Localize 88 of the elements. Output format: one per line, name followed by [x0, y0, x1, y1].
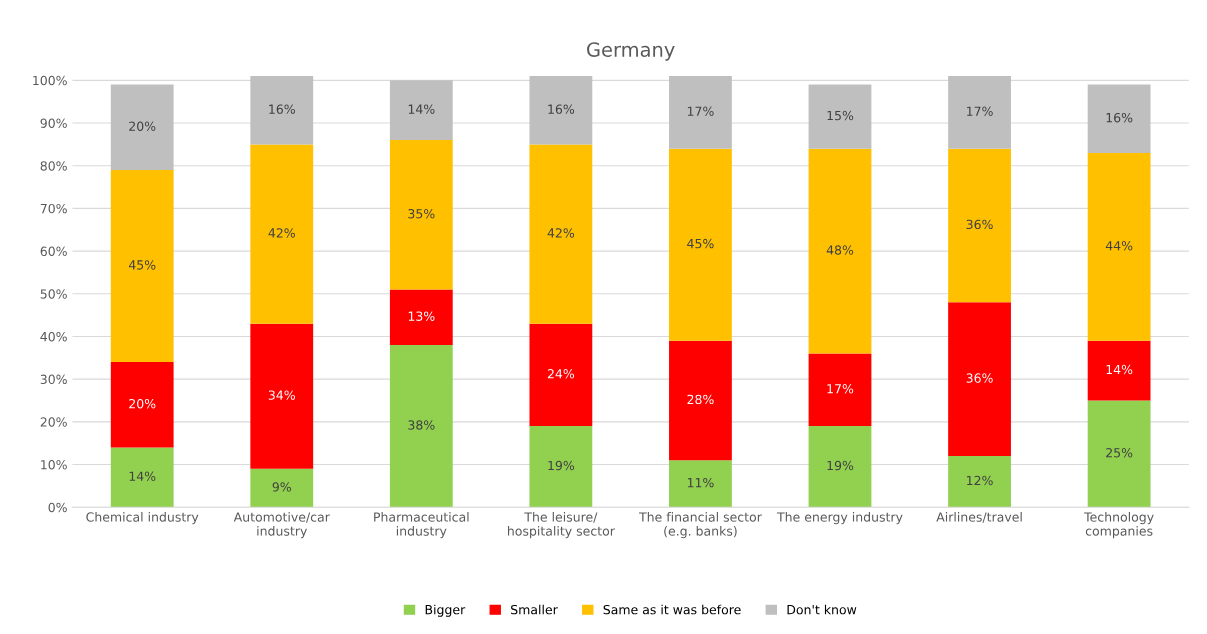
data-label: 25%: [1106, 448, 1133, 458]
y-tick-label: 30%: [40, 374, 67, 385]
y-tick-label: 100%: [33, 75, 67, 86]
x-tick-label: Pharmaceutical industry: [374, 512, 469, 539]
data-label: 9%: [272, 482, 291, 492]
bar: [1087, 152, 1151, 341]
y-tick-label: 50%: [40, 289, 67, 299]
bar: [110, 362, 174, 448]
bar: [669, 460, 732, 508]
data-label: 42%: [547, 228, 575, 238]
bar: [110, 84, 174, 170]
data-label: 16%: [269, 104, 295, 114]
data-label: 17%: [827, 383, 854, 394]
bar: [948, 455, 1011, 508]
bar: [948, 76, 1011, 149]
x-tick-label: The energy industry: [776, 512, 903, 525]
data-label: 19%: [548, 460, 575, 471]
data-label: 42%: [268, 228, 295, 238]
bar: [669, 76, 732, 149]
bar: [250, 323, 314, 469]
data-label: 45%: [687, 238, 714, 249]
y-tick-label: 90%: [40, 118, 67, 128]
x-tick-label: The financial sector (e.g. banks): [638, 512, 762, 539]
bar: [250, 144, 314, 324]
y-tick-label: 0%: [48, 502, 67, 513]
x-tick-label: Chemical industry: [86, 512, 199, 525]
bar: [110, 447, 174, 508]
bar: [110, 169, 174, 363]
bar: [250, 76, 314, 145]
bar: [529, 76, 593, 145]
data-label: 14%: [408, 104, 435, 114]
bar: [250, 468, 314, 508]
data-label: 15%: [827, 110, 854, 121]
y-tick-label: 10%: [41, 459, 67, 470]
bar: [808, 148, 872, 354]
bar: [529, 426, 593, 508]
data-label: 12%: [967, 475, 993, 486]
data-label: 45%: [128, 260, 156, 270]
bar: [808, 353, 872, 427]
data-label: 44%: [1105, 240, 1133, 251]
x-tick-label: Technology companies: [1084, 512, 1154, 539]
data-label: 48%: [826, 245, 854, 255]
y-tick-label: 20%: [40, 417, 67, 427]
bar: [529, 323, 593, 427]
data-label: 38%: [408, 420, 435, 430]
data-label: 28%: [687, 394, 714, 405]
legend-label: Same as it was before: [603, 604, 741, 615]
data-label: 16%: [1106, 112, 1133, 123]
bar: [669, 148, 732, 341]
y-tick-label: 70%: [40, 203, 67, 214]
bar: [389, 289, 453, 345]
y-tick-label: 40%: [40, 331, 67, 342]
y-tick-label: 60%: [40, 246, 67, 257]
bar: [389, 140, 453, 290]
x-tick-label: The leisure/ hospitality sector: [508, 512, 615, 539]
data-label: 17%: [967, 106, 993, 116]
data-label: 16%: [548, 104, 575, 114]
bar: [1087, 84, 1151, 153]
bar: [948, 148, 1011, 303]
legend-label: Don't know: [787, 604, 857, 615]
data-label: 20%: [129, 398, 156, 409]
bar: [529, 144, 593, 324]
data-label: 14%: [1106, 364, 1133, 375]
data-label: 34%: [268, 390, 295, 400]
bar: [808, 426, 872, 508]
x-tick-label: Automotive/car industry: [233, 512, 330, 539]
data-label: 13%: [408, 311, 435, 321]
legend-label: Smaller: [511, 604, 558, 615]
data-label: 36%: [966, 373, 993, 383]
data-label: 14%: [129, 471, 156, 481]
bar: [389, 345, 453, 508]
x-tick-label: Airlines/travel: [936, 512, 1022, 523]
bar: [389, 80, 453, 141]
bar: [1087, 340, 1151, 401]
legend-label: Bigger: [425, 604, 466, 617]
data-label: 17%: [687, 106, 714, 116]
data-label: 19%: [827, 460, 854, 471]
chart-title: Germany: [587, 42, 675, 61]
bar: [808, 84, 872, 149]
bar: [948, 302, 1011, 456]
bar: [669, 340, 732, 461]
y-tick-label: 80%: [40, 161, 67, 171]
data-label: 20%: [129, 121, 156, 131]
data-label: 36%: [966, 219, 993, 230]
bar: [1087, 400, 1151, 508]
data-label: 35%: [408, 208, 435, 219]
data-label: 11%: [687, 477, 714, 488]
data-label: 24%: [547, 369, 575, 379]
